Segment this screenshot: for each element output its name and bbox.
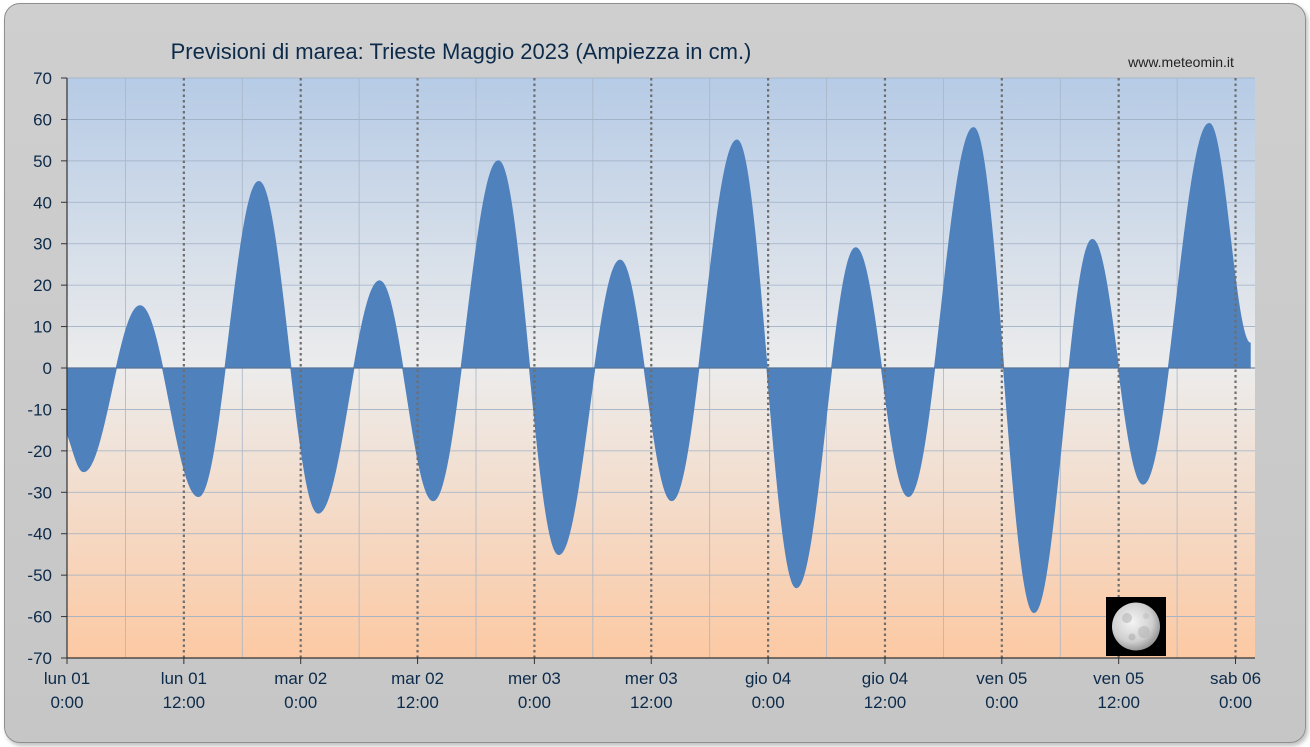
- x-tick-label-day: lun 01: [161, 669, 207, 688]
- tide-chart: 70 60 50 40 30 20 10 0 -10 -20 -30 -40 -50 -60 -70 lun…: [27, 39, 1261, 712]
- x-tick-label-day: sab 06: [1210, 669, 1261, 688]
- y-tick-label: -10: [27, 400, 52, 419]
- y-tick-label: -60: [27, 608, 52, 627]
- y-tick-label: 60: [33, 110, 52, 129]
- x-tick-label-day: mer 03: [508, 669, 561, 688]
- x-tick-label-time: 0:00: [518, 693, 551, 712]
- y-tick-label: 0: [43, 359, 52, 378]
- x-tick-label-time: 12:00: [630, 693, 673, 712]
- x-tick-label-time: 12:00: [1097, 693, 1140, 712]
- x-tick-label-day: gio 04: [862, 669, 908, 688]
- moon-phase-icon: [1106, 597, 1166, 656]
- y-tick-label: 20: [33, 276, 52, 295]
- y-tick-labels: 70 60 50 40 30 20 10 0 -10 -20 -30 -40 -50 -60 -70: [27, 69, 67, 668]
- chart-title: Previsioni di marea: Trieste Maggio 2023…: [171, 39, 752, 64]
- y-tick-label: -30: [27, 483, 52, 502]
- x-tick-label-day: ven 05: [1093, 669, 1144, 688]
- y-tick-label: -40: [27, 525, 52, 544]
- x-tick-labels: lun 01 0:00 lun 01 12:00 mar 02 0:00 mar 02 12:…: [44, 658, 1261, 712]
- chart-frame: 70 60 50 40 30 20 10 0 -10 -20 -30 -40 -50 -60 -70 lun…: [4, 3, 1306, 743]
- y-tick-label: 10: [33, 318, 52, 337]
- x-tick-label-day: gio 04: [745, 669, 791, 688]
- y-tick-label: -70: [27, 649, 52, 668]
- x-tick-label-time: 0:00: [985, 693, 1018, 712]
- y-tick-label: -20: [27, 442, 52, 461]
- y-tick-label: 50: [33, 152, 52, 171]
- source-label: www.meteomin.it: [1127, 54, 1234, 70]
- y-tick-label: 30: [33, 235, 52, 254]
- x-tick-label-time: 12:00: [163, 693, 206, 712]
- x-tick-label-day: lun 01: [44, 669, 90, 688]
- x-tick-label-time: 12:00: [396, 693, 439, 712]
- x-tick-label-time: 0:00: [752, 693, 785, 712]
- x-tick-label-time: 0:00: [1219, 693, 1252, 712]
- x-tick-label-time: 0:00: [50, 693, 83, 712]
- x-tick-label-time: 12:00: [864, 693, 907, 712]
- x-tick-label-day: mer 03: [625, 669, 678, 688]
- y-tick-label: 70: [33, 69, 52, 88]
- x-tick-label-time: 0:00: [284, 693, 317, 712]
- x-tick-label-day: mar 02: [391, 669, 444, 688]
- y-tick-label: -50: [27, 566, 52, 585]
- x-tick-label-day: mar 02: [274, 669, 327, 688]
- y-tick-label: 40: [33, 193, 52, 212]
- x-tick-label-day: ven 05: [976, 669, 1027, 688]
